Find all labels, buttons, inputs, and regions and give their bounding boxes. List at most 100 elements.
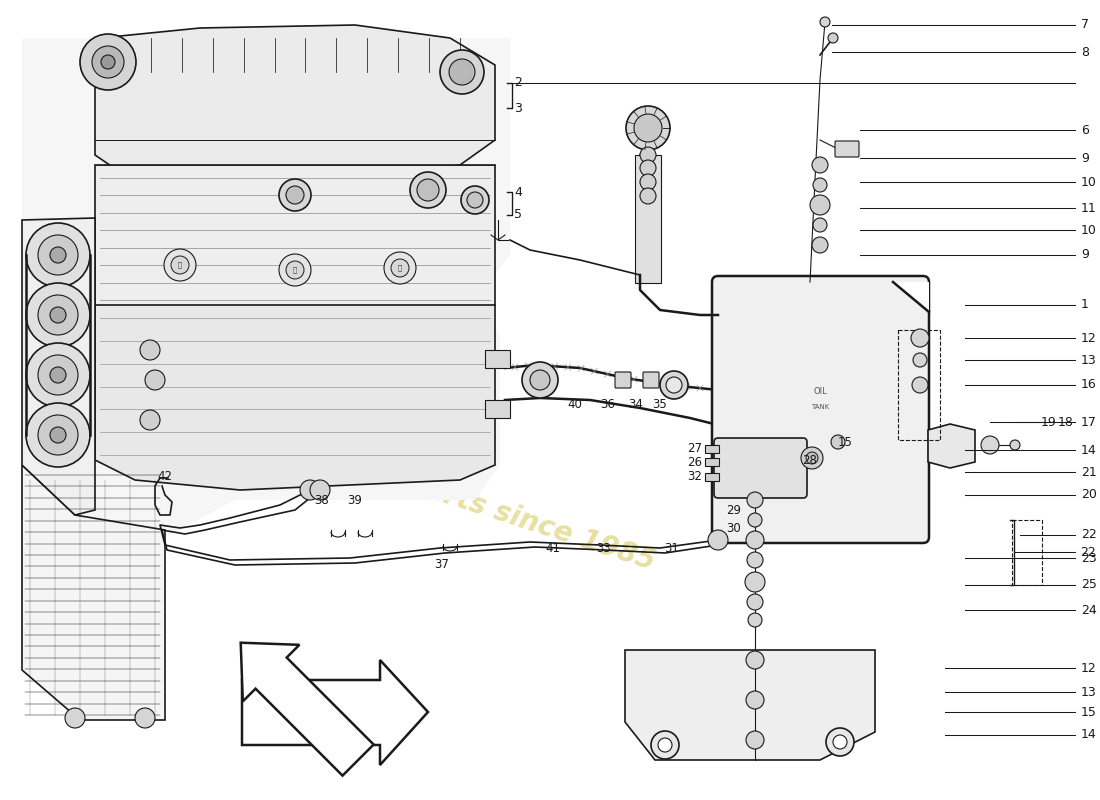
Circle shape	[660, 371, 688, 399]
Polygon shape	[95, 165, 495, 335]
Text: 11: 11	[1081, 202, 1097, 214]
Text: 25: 25	[1081, 578, 1097, 591]
Circle shape	[748, 513, 762, 527]
Circle shape	[522, 362, 558, 398]
Circle shape	[50, 427, 66, 443]
Circle shape	[92, 46, 124, 78]
Text: 2: 2	[514, 77, 521, 90]
Polygon shape	[928, 424, 975, 468]
Text: TANK: TANK	[811, 404, 829, 410]
Circle shape	[747, 594, 763, 610]
Polygon shape	[241, 642, 374, 776]
Circle shape	[746, 691, 764, 709]
Text: 3: 3	[514, 102, 521, 114]
Text: 19: 19	[1041, 415, 1057, 429]
Text: 34: 34	[628, 398, 643, 410]
Text: 10: 10	[1081, 223, 1097, 237]
Circle shape	[746, 731, 764, 749]
Circle shape	[279, 254, 311, 286]
Circle shape	[828, 33, 838, 43]
Text: 🐎: 🐎	[178, 262, 183, 268]
Text: 26: 26	[688, 455, 703, 469]
FancyBboxPatch shape	[644, 372, 659, 388]
FancyBboxPatch shape	[712, 276, 930, 543]
Circle shape	[384, 252, 416, 284]
Text: 1: 1	[1081, 298, 1089, 311]
Circle shape	[708, 530, 728, 550]
Text: 9: 9	[1081, 151, 1089, 165]
Circle shape	[140, 410, 159, 430]
Polygon shape	[625, 650, 874, 760]
Circle shape	[747, 492, 763, 508]
Text: 15: 15	[1081, 706, 1097, 718]
Circle shape	[833, 735, 847, 749]
Circle shape	[140, 340, 159, 360]
FancyBboxPatch shape	[615, 372, 631, 388]
Text: OIL: OIL	[813, 387, 827, 396]
Text: 17: 17	[1081, 415, 1097, 429]
Text: 21: 21	[1081, 466, 1097, 478]
Circle shape	[666, 377, 682, 393]
Text: 22: 22	[1081, 529, 1097, 542]
Bar	[485, 400, 510, 418]
Circle shape	[440, 50, 484, 94]
FancyBboxPatch shape	[835, 141, 859, 157]
Text: 🐎: 🐎	[398, 265, 403, 271]
Circle shape	[634, 114, 662, 142]
Text: 36: 36	[601, 398, 615, 410]
Bar	[705, 445, 719, 453]
Circle shape	[26, 283, 90, 347]
Text: 7: 7	[1081, 18, 1089, 31]
Text: 31: 31	[664, 542, 680, 554]
Text: 41: 41	[546, 542, 561, 554]
Text: 23: 23	[1081, 551, 1097, 565]
Circle shape	[50, 367, 66, 383]
Circle shape	[530, 370, 550, 390]
Text: 38: 38	[315, 494, 329, 506]
Circle shape	[50, 247, 66, 263]
Text: 15: 15	[837, 437, 852, 450]
Circle shape	[50, 307, 66, 323]
Circle shape	[746, 531, 764, 549]
Text: 9: 9	[1081, 249, 1089, 262]
Circle shape	[417, 179, 439, 201]
Text: 14: 14	[1081, 729, 1097, 742]
Text: 40: 40	[568, 398, 582, 410]
Text: 27: 27	[688, 442, 703, 455]
Circle shape	[640, 188, 656, 204]
Circle shape	[300, 480, 320, 500]
Text: 22: 22	[1080, 546, 1096, 558]
Polygon shape	[22, 38, 510, 535]
Circle shape	[658, 738, 672, 752]
Circle shape	[468, 192, 483, 208]
Text: 13: 13	[1081, 354, 1097, 366]
Circle shape	[1010, 440, 1020, 450]
Text: 28: 28	[803, 454, 817, 466]
Circle shape	[746, 651, 764, 669]
Text: 30: 30	[727, 522, 741, 534]
Circle shape	[164, 249, 196, 281]
Circle shape	[747, 552, 763, 568]
Circle shape	[826, 728, 854, 756]
Text: 16: 16	[1081, 378, 1097, 391]
Circle shape	[101, 55, 116, 69]
Bar	[485, 350, 510, 368]
Circle shape	[286, 261, 304, 279]
Circle shape	[806, 452, 818, 464]
Text: 24: 24	[1081, 603, 1097, 617]
Circle shape	[810, 195, 830, 215]
Circle shape	[812, 237, 828, 253]
Circle shape	[820, 17, 830, 27]
Text: a passion for parts since 1985: a passion for parts since 1985	[201, 404, 659, 576]
Circle shape	[65, 708, 85, 728]
Bar	[1012, 520, 1042, 585]
Polygon shape	[95, 25, 495, 175]
Text: 8: 8	[1081, 46, 1089, 58]
Text: 33: 33	[596, 542, 612, 554]
Circle shape	[626, 106, 670, 150]
Text: 6: 6	[1081, 123, 1089, 137]
Circle shape	[80, 34, 136, 90]
Circle shape	[449, 59, 475, 85]
Circle shape	[310, 480, 330, 500]
Text: 32: 32	[688, 470, 703, 482]
